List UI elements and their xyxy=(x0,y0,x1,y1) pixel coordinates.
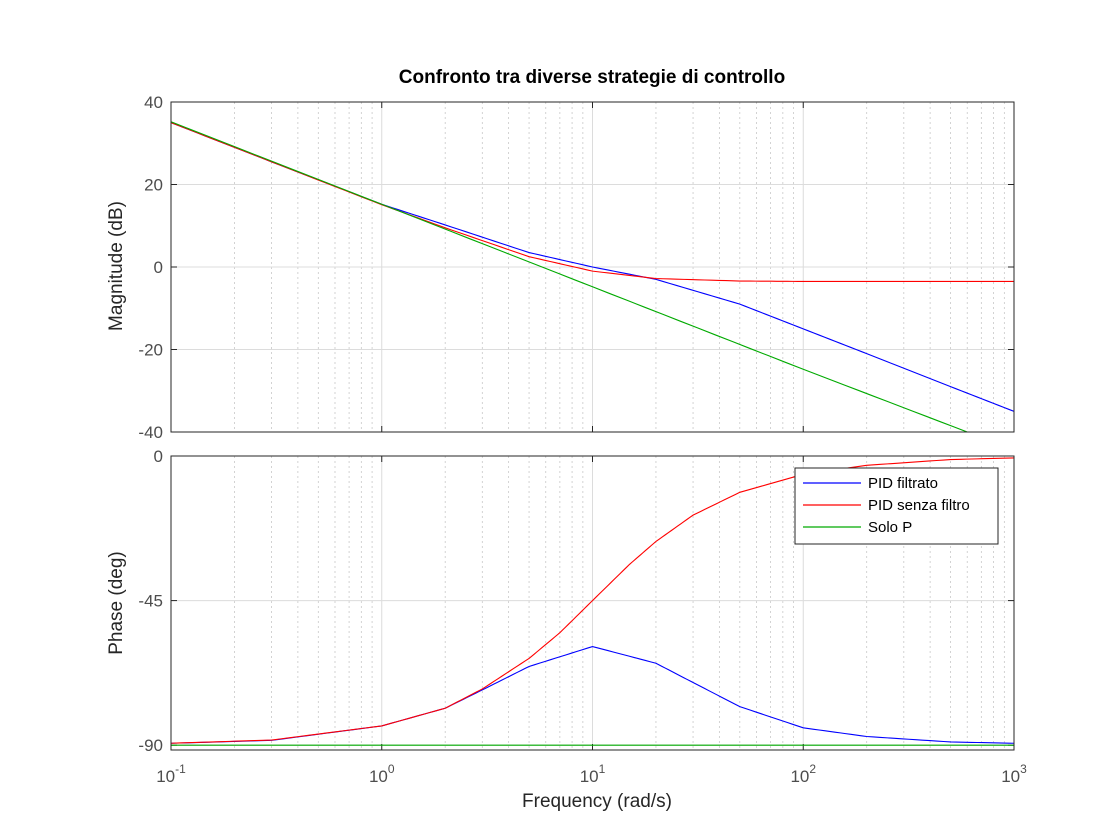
magnitude-y-tick-label: 0 xyxy=(154,258,163,277)
legend-box xyxy=(794,467,999,545)
legend-label: PID senza filtro xyxy=(868,497,970,514)
phase-y-tick-label: -90 xyxy=(138,736,163,755)
magnitude-plot: 40 20 0 -20 -40 xyxy=(138,93,1015,442)
x-tick-label: 103 xyxy=(1001,762,1027,786)
magnitude-y-tick-label: -40 xyxy=(138,423,163,442)
x-tick-label: 102 xyxy=(790,762,816,786)
legend-label: PID filtrato xyxy=(868,475,938,492)
magnitude-y-tick-label: 40 xyxy=(144,93,163,112)
x-tick-label: 100 xyxy=(369,762,395,786)
phase-axis-label: Phase (deg) xyxy=(106,551,127,655)
magnitude-axes-box xyxy=(170,101,1015,433)
magnitude-axis-label: Magnitude (dB) xyxy=(106,201,127,331)
legend[interactable]: PID filtrato PID senza filtro Solo P xyxy=(794,467,999,545)
phase-y-tick-label: -45 xyxy=(138,592,163,611)
x-tick-label: 101 xyxy=(580,762,606,786)
phase-axes-box xyxy=(170,455,1015,751)
chart-title: Confronto tra diverse strategie di contr… xyxy=(399,67,785,88)
curves-group xyxy=(171,121,1014,432)
phase-y-tick-label: 0 xyxy=(154,447,163,466)
magnitude-y-tick-label: -20 xyxy=(138,341,163,360)
x-tick-label: 10-1 xyxy=(156,762,186,786)
series-line-solo-p xyxy=(171,121,968,432)
magnitude-y-tick-label: 20 xyxy=(144,176,163,195)
frequency-axis-label: Frequency (rad/s) xyxy=(522,791,672,812)
legend-label: Solo P xyxy=(868,519,912,536)
